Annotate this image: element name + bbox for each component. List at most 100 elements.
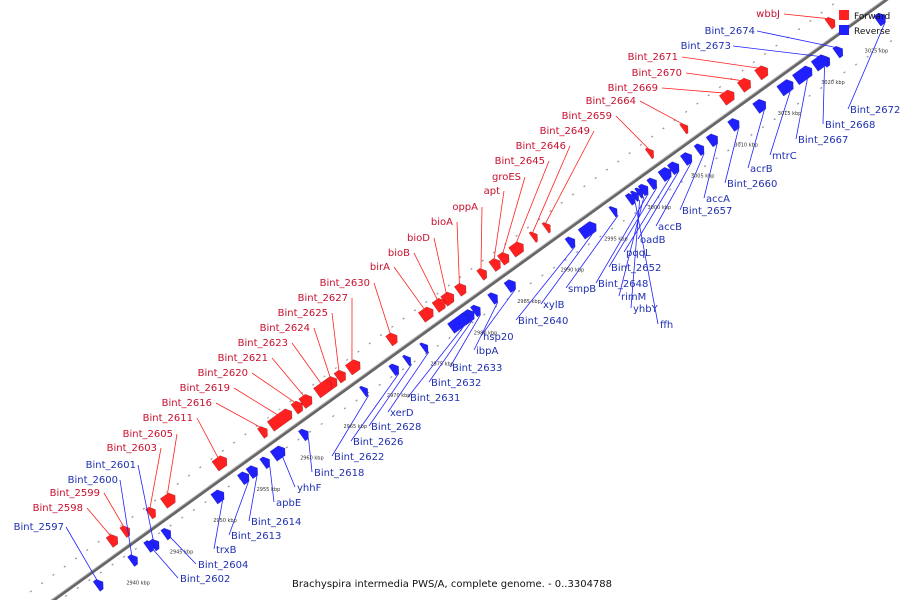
gene-bint-2622-shade (359, 381, 362, 388)
leader-ibpa (473, 302, 499, 351)
forward-track-guide (29, 0, 840, 593)
gene-wbbj-shade (824, 12, 829, 20)
gene-bint-2626 (388, 363, 400, 377)
gene-mtrc-shade (776, 75, 788, 87)
gene-bint-2631-shade (447, 308, 463, 324)
leader-bint-2660 (724, 128, 739, 184)
gene-bint-2657-shade (693, 139, 698, 147)
legend-reverse-swatch (839, 25, 849, 35)
label-xylb: xylB (543, 300, 565, 311)
label-bint-2649: Bint_2649 (540, 126, 590, 137)
leader-bint-2621 (271, 357, 305, 398)
leader-bint-2649 (545, 130, 595, 224)
kbp-tick-labels: 2940 kbp 2945 kbp 2950 kbp 2955 kbp 2960 kbp… (126, 48, 888, 586)
leader-bint-2657 (679, 153, 705, 211)
label-bint-2668: Bint_2668 (825, 120, 875, 131)
leader-yhhf (282, 457, 296, 488)
leader-ffh (634, 202, 659, 325)
leader-bint-2604 (170, 537, 197, 565)
genome-backbone-highlight (50, 0, 885, 600)
gene-bint-2632-shade (459, 305, 469, 316)
label-apt: apt (484, 186, 500, 197)
gene-bint-2648-shade (637, 179, 642, 187)
label-bint-2602: Bint_2602 (180, 574, 230, 585)
gene-bint-2667-shade (792, 61, 806, 76)
kbp-tick-2975-kbp: 2975 kbp (430, 362, 454, 368)
kbp-tick-2965-kbp: 2965 kbp (343, 424, 367, 430)
label-groes: groES (492, 172, 521, 183)
leader-bint-2664 (639, 100, 684, 125)
gene-bint-2600-shade (127, 550, 132, 557)
gene-bint-2625-shade (333, 365, 340, 374)
gene-bint-2646-shade (528, 227, 532, 233)
gene-bint-2659 (644, 147, 654, 160)
leader-bint-2633 (449, 314, 481, 368)
gene-accb-shade (680, 148, 686, 156)
gene-bint-2630 (385, 332, 398, 347)
label-bint-2652: Bint_2652 (611, 263, 661, 274)
kbp-tick-2990-kbp: 2990 kbp (561, 268, 585, 274)
label-bint-2659: Bint_2659 (562, 111, 612, 122)
leader-bint-2614 (248, 475, 258, 522)
label-bint-2645: Bint_2645 (495, 156, 545, 167)
gene-yhhf-shade (270, 441, 279, 452)
leader-apt (493, 190, 505, 261)
label-biod: bioD (407, 233, 430, 244)
gene-pqql-shade (657, 163, 666, 172)
label-bint-2623: Bint_2623 (238, 338, 288, 349)
gene-bint-2605-shade (160, 488, 170, 499)
gene-trxb-shade (210, 485, 218, 495)
leader-bint-2605 (166, 433, 178, 497)
label-biob: bioB (388, 248, 410, 259)
gene-smpb (608, 205, 618, 218)
label-bint-2674: Bint_2674 (705, 26, 755, 37)
label-bint-2611: Bint_2611 (143, 413, 193, 424)
gene-bint-2672-shade (873, 8, 880, 17)
label-bint-2624: Bint_2624 (260, 323, 310, 334)
label-bint-2597: Bint_2597 (14, 522, 64, 533)
label-bint-2620: Bint_2620 (198, 368, 248, 379)
kbp-tick-3010-kbp: 3010 kbp (734, 142, 758, 148)
leader-groes (502, 176, 526, 255)
gene-rimm-shade (634, 183, 637, 189)
leader-bint-2652 (608, 187, 658, 268)
leader-accb (655, 162, 692, 227)
gene-xerd (419, 342, 429, 354)
leader-bioa (456, 221, 460, 286)
label-bint-2628: Bint_2628 (371, 422, 421, 433)
gene-bint-2604-shade (160, 523, 165, 531)
gene-bira-shade (418, 302, 428, 313)
kbp-tick-2985-kbp: 2985 kbp (517, 299, 541, 305)
gene-apt-shade (488, 254, 495, 262)
gene-biob-shade (431, 293, 440, 303)
gene-bint-2670 (736, 77, 751, 93)
label-bint-2616: Bint_2616 (162, 398, 212, 409)
gene-bint-2657 (693, 143, 705, 157)
gene-yhby-shade (630, 186, 633, 192)
label-bint-2631: Bint_2631 (410, 393, 460, 404)
leader-bint-2624 (313, 327, 331, 379)
gene-bint-2628 (401, 354, 412, 367)
leader-bint-2597 (65, 526, 98, 582)
leader-bint-2602 (153, 549, 179, 579)
kbp-tick-2955-kbp: 2955 kbp (257, 487, 281, 493)
gene-bint-2623-shade (313, 375, 326, 389)
leader-bint-2670 (685, 72, 744, 82)
leader-bint-2667 (795, 78, 808, 140)
leader-oppa (480, 206, 483, 270)
gene-smpb-shade (608, 202, 611, 208)
kbp-tick-3020-kbp: 3020 kbp (821, 80, 845, 86)
gene-bint-2616-shade (257, 422, 262, 429)
gene-oadb (666, 161, 680, 176)
gene-apt (488, 258, 501, 272)
gene-acrb (752, 98, 767, 114)
kbp-tick-3025-kbp: 3025 kbp (865, 48, 889, 54)
leader-bint-2640 (515, 246, 576, 321)
label-pqql: pqqL (626, 248, 651, 259)
gene-bint-2672 (873, 12, 886, 27)
gene-bint-2626-shade (388, 359, 393, 367)
kbp-tick-2980-kbp: 2980 kbp (474, 330, 498, 336)
leader-xerd (387, 351, 430, 413)
gene-bint-2674 (832, 45, 844, 59)
